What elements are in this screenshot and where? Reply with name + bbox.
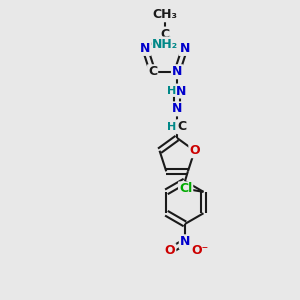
Text: N: N — [172, 65, 182, 78]
Text: NH₂: NH₂ — [152, 38, 178, 50]
Text: N: N — [176, 85, 187, 98]
Text: N: N — [140, 42, 150, 55]
Text: C: C — [160, 28, 170, 40]
Text: O: O — [189, 144, 200, 157]
Text: C: C — [148, 65, 157, 78]
Text: N: N — [179, 42, 190, 55]
Text: CH₃: CH₃ — [152, 8, 177, 21]
Text: N: N — [180, 235, 190, 248]
Text: H: H — [167, 122, 176, 132]
Text: O⁻: O⁻ — [191, 244, 208, 257]
Text: N: N — [172, 102, 182, 116]
Text: Cl: Cl — [179, 182, 192, 195]
Text: C: C — [177, 120, 186, 133]
Text: H: H — [167, 86, 176, 96]
Text: O: O — [165, 244, 176, 257]
